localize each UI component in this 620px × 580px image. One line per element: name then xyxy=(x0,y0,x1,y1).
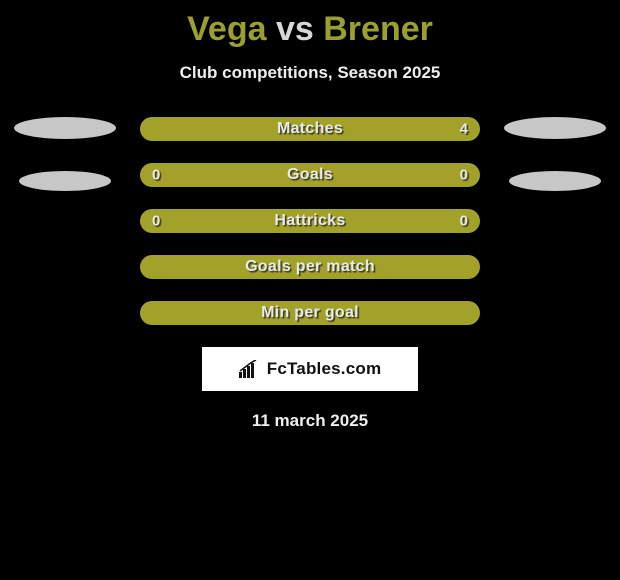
stat-label: Goals per match xyxy=(245,258,375,276)
brand-text-bold: Fc xyxy=(267,359,287,378)
stat-value-left: 0 xyxy=(152,213,160,230)
stat-rows: Matches 4 0 Goals 0 0 Hattricks 0 Goals per matc… xyxy=(140,117,480,325)
title-player1: Vega xyxy=(187,10,266,48)
stat-value-right: 0 xyxy=(460,213,468,230)
brand-text: FcTables.com xyxy=(267,359,382,379)
title-player2: Brener xyxy=(323,10,433,48)
page-title: Vega vs Brener xyxy=(187,10,433,49)
right-ellipse-column xyxy=(500,117,610,325)
subtitle: Club competitions, Season 2025 xyxy=(180,63,441,83)
decorative-ellipse xyxy=(509,171,601,191)
stat-row: Matches 4 xyxy=(140,117,480,141)
decorative-ellipse xyxy=(504,117,606,139)
bar-chart-icon xyxy=(239,360,261,378)
brand-text-rest: Tables.com xyxy=(287,359,381,378)
stat-label: Min per goal xyxy=(261,304,359,322)
stat-value-left: 0 xyxy=(152,167,160,184)
title-vs: vs xyxy=(276,10,314,48)
stat-row: 0 Hattricks 0 xyxy=(140,209,480,233)
comparison-card: Vega vs Brener Club competitions, Season… xyxy=(0,0,620,431)
stat-label: Matches xyxy=(277,120,343,138)
stat-row: Goals per match xyxy=(140,255,480,279)
decorative-ellipse xyxy=(19,171,111,191)
stat-row: Min per goal xyxy=(140,301,480,325)
stat-value-right: 4 xyxy=(460,121,468,138)
left-ellipse-column xyxy=(10,117,120,325)
stat-value-right: 0 xyxy=(460,167,468,184)
stat-label: Goals xyxy=(287,166,333,184)
brand-logo: FcTables.com xyxy=(202,347,418,391)
date-label: 11 march 2025 xyxy=(252,411,368,431)
decorative-ellipse xyxy=(14,117,116,139)
stat-label: Hattricks xyxy=(274,212,345,230)
stats-area: Matches 4 0 Goals 0 0 Hattricks 0 Goals per matc… xyxy=(0,117,620,325)
stat-row: 0 Goals 0 xyxy=(140,163,480,187)
